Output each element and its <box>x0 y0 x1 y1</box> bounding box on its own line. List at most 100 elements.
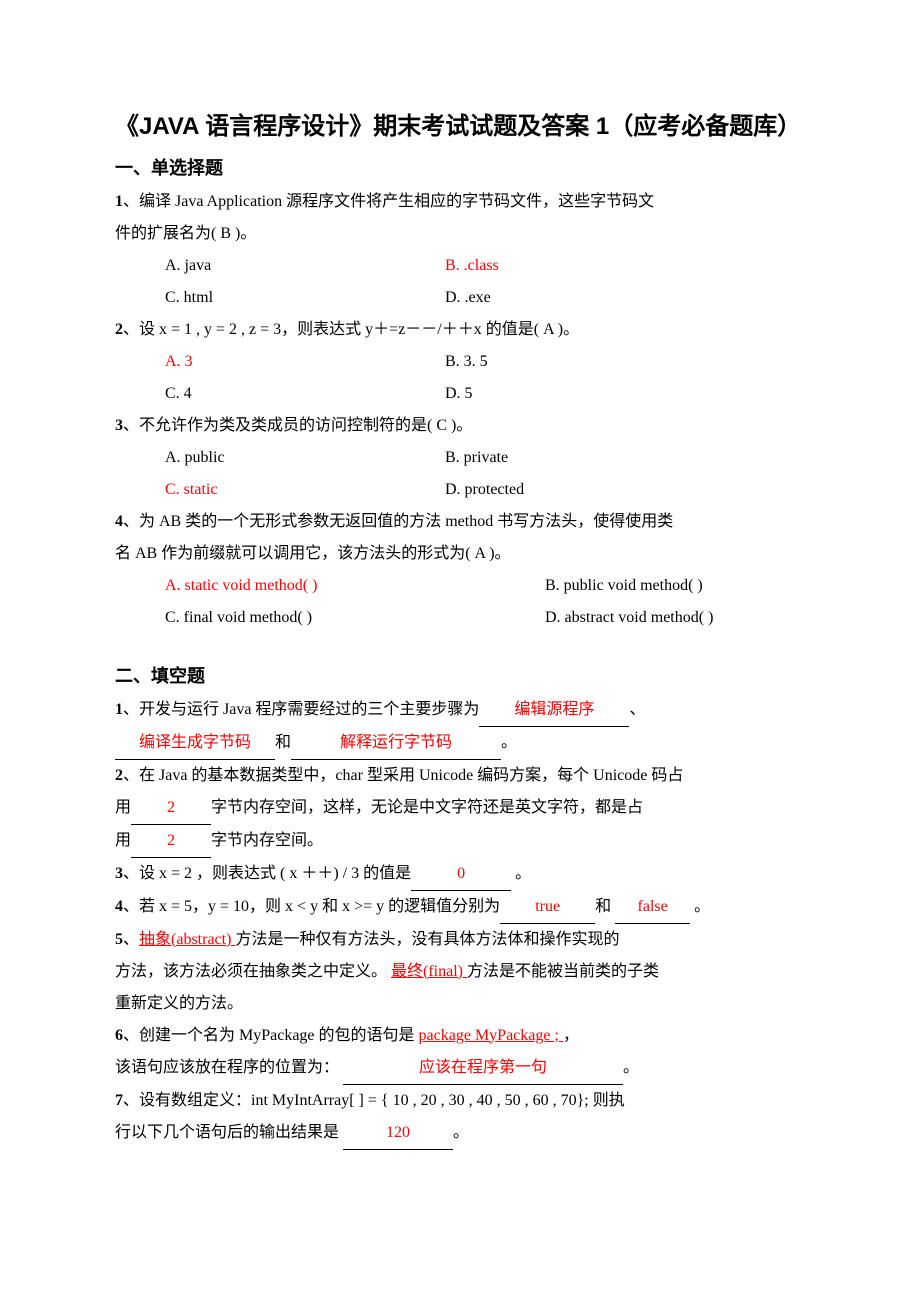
spacer <box>115 634 805 652</box>
option-d: D. .exe <box>445 282 491 314</box>
option-c: C. final void method( ) <box>165 602 545 634</box>
mc-question-1-line2: 件的扩展名为( B )。 <box>115 218 805 250</box>
q-text: 字节内存空间。 <box>211 832 323 849</box>
section-2-heading: 二、填空题 <box>115 658 805 694</box>
q-stem: 、设 x = 1 , y = 2 , z = 3，则表达式 y＋=z－－/＋＋x… <box>123 321 579 338</box>
fill-question-1-line2: 编译生成字节码和解释运行字节码。 <box>115 727 805 760</box>
option-b: B. 3. 5 <box>445 346 488 378</box>
q-number: 4 <box>115 898 123 915</box>
q-text: 、设有数组定义：int MyIntArray[ ] = { 10 , 20 , … <box>123 1092 625 1109</box>
mc-options-row: C. final void method( ) D. abstract void… <box>115 602 805 634</box>
mc-options-row: A. java B. .class <box>115 250 805 282</box>
blank-answer: 2 <box>131 792 211 825</box>
fill-question-6: 6、创建一个名为 MyPackage 的包的语句是 package MyPack… <box>115 1020 805 1052</box>
option-d: D. abstract void method( ) <box>545 602 713 634</box>
q-text: 、在 Java 的基本数据类型中，char 型采用 Unicode 编码方案，每… <box>123 767 683 784</box>
fill-question-7-line2: 行以下几个语句后的输出结果是 120。 <box>115 1117 805 1150</box>
blank-answer: 应该在程序第一句 <box>343 1052 623 1085</box>
blank-answer: 120 <box>343 1117 453 1150</box>
blank-answer: package MyPackage ; <box>419 1027 563 1044</box>
mc-question-1: 1、编译 Java Application 源程序文件将产生相应的字节码文件，这… <box>115 186 805 218</box>
q-text: 和 <box>595 898 615 915</box>
q-stem: 、为 AB 类的一个无形式参数无返回值的方法 method 书写方法头，使得使用… <box>123 513 673 530</box>
blank-answer: 编译生成字节码 <box>115 727 275 760</box>
fill-question-5: 5、抽象(abstract) 方法是一种仅有方法头，没有具体方法体和操作实现的 <box>115 924 805 956</box>
mc-question-3: 3、不允许作为类及类成员的访问控制符的是( C )。 <box>115 410 805 442</box>
blank-answer: 解释运行字节码 <box>291 727 501 760</box>
fill-question-1: 1、开发与运行 Java 程序需要经过的三个主要步骤为编辑源程序、 <box>115 694 805 727</box>
fill-question-5-line3: 重新定义的方法。 <box>115 988 805 1020</box>
q-text: 方法是不能被当前类的子类 <box>467 963 659 980</box>
fill-question-3: 3、设 x = 2 ，则表达式 ( x ＋＋) / 3 的值是0 。 <box>115 858 805 891</box>
blank-answer: 编辑源程序 <box>479 694 629 727</box>
blank-answer: true <box>500 891 595 924</box>
q-number: 3 <box>115 417 123 434</box>
q-number: 4 <box>115 513 123 530</box>
fill-question-5-line2: 方法，该方法必须在抽象类之中定义。 最终(final) 方法是不能被当前类的子类 <box>115 956 805 988</box>
q-text: 、创建一个名为 MyPackage 的包的语句是 <box>123 1027 419 1044</box>
fill-question-7: 7、设有数组定义：int MyIntArray[ ] = { 10 , 20 ,… <box>115 1085 805 1117</box>
mc-options-row: A. public B. private <box>115 442 805 474</box>
mc-question-2: 2、设 x = 1 , y = 2 , z = 3，则表达式 y＋=z－－/＋＋… <box>115 314 805 346</box>
option-c: C. 4 <box>165 378 445 410</box>
option-a: A. 3 <box>165 346 445 378</box>
option-c: C. static <box>165 474 445 506</box>
blank-answer: 0 <box>411 858 511 891</box>
section-1-heading: 一、单选择题 <box>115 150 805 186</box>
q-text: 。 <box>690 898 710 915</box>
q-number: 1 <box>115 193 123 210</box>
q-number: 1 <box>115 701 123 718</box>
q-text: 用 <box>115 832 131 849</box>
q-text: 、设 x = 2 ，则表达式 ( x ＋＋) / 3 的值是 <box>123 865 411 882</box>
q-number: 2 <box>115 767 123 784</box>
q-text: 、开发与运行 Java 程序需要经过的三个主要步骤为 <box>123 701 479 718</box>
option-c: C. html <box>165 282 445 314</box>
q-number: 5 <box>115 931 123 948</box>
mc-question-4: 4、为 AB 类的一个无形式参数无返回值的方法 method 书写方法头，使得使… <box>115 506 805 538</box>
q-text: 、 <box>629 701 645 718</box>
mc-options-row: A. static void method( ) B. public void … <box>115 570 805 602</box>
q-text: 。 <box>501 734 517 751</box>
document-title: 《JAVA 语言程序设计》期末考试试题及答案 1（应考必备题库） <box>115 110 805 144</box>
q-text: 。 <box>623 1059 639 1076</box>
fill-question-2-line3: 用2字节内存空间。 <box>115 825 805 858</box>
q-number: 6 <box>115 1027 123 1044</box>
mc-options-row: C. html D. .exe <box>115 282 805 314</box>
q-stem: 、编译 Java Application 源程序文件将产生相应的字节码文件，这些… <box>123 193 654 210</box>
option-b: B. public void method( ) <box>545 570 703 602</box>
option-d: D. protected <box>445 474 524 506</box>
q-number: 2 <box>115 321 123 338</box>
fill-question-6-line2: 该语句应该放在程序的位置为： 应该在程序第一句。 <box>115 1052 805 1085</box>
document-page: 《JAVA 语言程序设计》期末考试试题及答案 1（应考必备题库） 一、单选择题 … <box>0 0 920 1230</box>
blank-answer: false <box>615 891 690 924</box>
q-text: 方法，该方法必须在抽象类之中定义。 <box>115 963 391 980</box>
q-number: 7 <box>115 1092 123 1109</box>
q-stem: 、不允许作为类及类成员的访问控制符的是( C )。 <box>123 417 472 434</box>
q-text: 。 <box>511 865 531 882</box>
q-text: ， <box>563 1027 579 1044</box>
mc-question-4-line2: 名 AB 作为前缀就可以调用它，该方法头的形式为( A )。 <box>115 538 805 570</box>
q-number: 3 <box>115 865 123 882</box>
option-a: A. public <box>165 442 445 474</box>
option-b: B. .class <box>445 250 499 282</box>
blank-answer: 2 <box>131 825 211 858</box>
q-text: 和 <box>275 734 291 751</box>
q-text: 、 <box>123 931 139 948</box>
blank-answer: 最终(final) <box>391 963 467 980</box>
option-d: D. 5 <box>445 378 473 410</box>
blank-answer: 抽象(abstract) <box>139 931 235 948</box>
fill-question-2: 2、在 Java 的基本数据类型中，char 型采用 Unicode 编码方案，… <box>115 760 805 792</box>
mc-options-row: C. static D. protected <box>115 474 805 506</box>
option-a: A. java <box>165 250 445 282</box>
mc-options-row: C. 4 D. 5 <box>115 378 805 410</box>
q-text: 方法是一种仅有方法头，没有具体方法体和操作实现的 <box>235 931 619 948</box>
q-text: 用 <box>115 799 131 816</box>
mc-options-row: A. 3 B. 3. 5 <box>115 346 805 378</box>
q-text: 、若 x = 5，y = 10，则 x < y 和 x >= y 的逻辑值分别为 <box>123 898 500 915</box>
q-text: 字节内存空间，这样，无论是中文字符还是英文字符，都是占 <box>211 799 643 816</box>
fill-question-4: 4、若 x = 5，y = 10，则 x < y 和 x >= y 的逻辑值分别… <box>115 891 805 924</box>
q-text: 。 <box>453 1124 469 1141</box>
q-text: 该语句应该放在程序的位置为： <box>115 1059 343 1076</box>
option-a: A. static void method( ) <box>165 570 545 602</box>
fill-question-2-line2: 用2字节内存空间，这样，无论是中文字符还是英文字符，都是占 <box>115 792 805 825</box>
